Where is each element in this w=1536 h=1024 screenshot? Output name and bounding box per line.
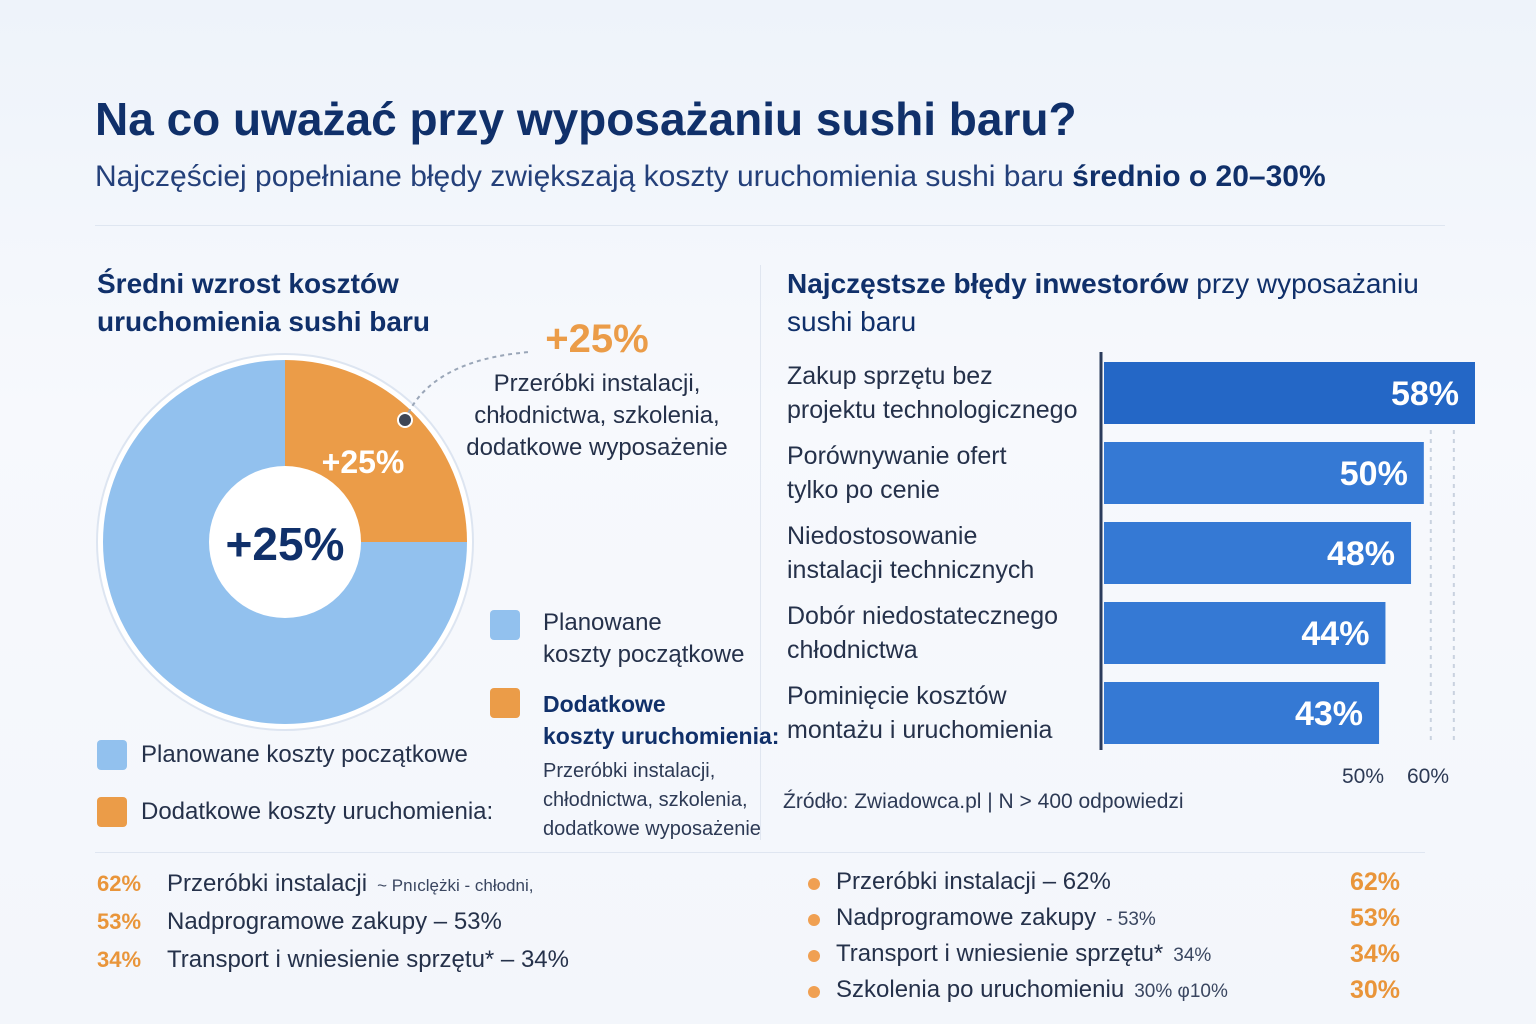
bullet-dot: [808, 950, 820, 962]
bar-5: [1104, 682, 1380, 744]
column-divider: [760, 265, 761, 840]
bar-value-label-5: 43%: [1295, 695, 1363, 733]
bar-2: [1104, 442, 1424, 504]
subtitle-text: Najczęściej popełniane błędy zwiększają …: [95, 160, 1073, 193]
callout-line-2: chłodnictwa, szkolenia,: [474, 402, 720, 429]
right-heading: Najczęstsze błędy inwestorów przy wyposa…: [787, 265, 1419, 341]
callout-line-1: Przeróbki instalacji,: [493, 370, 701, 397]
bar-category-5-line-2: montażu i uruchomienia: [787, 716, 1053, 744]
left-heading-line1: Średni wzrost kosztów: [97, 268, 399, 299]
bottom-right-extra: - 53%: [1106, 909, 1156, 930]
page-subtitle: Najczęściej popełniane błędy zwiększają …: [95, 160, 1326, 194]
bottom-right-pct: 30%: [1350, 976, 1401, 1004]
right-heading-rest: przy wyposażaniu: [1188, 268, 1419, 299]
legend-additional-line1: Dodatkowe: [543, 691, 666, 717]
bottom-left-row: 62% Przeróbki instalacji ~ Pnıclężki - chł…: [97, 868, 533, 900]
bottom-right-pct: 34%: [1350, 940, 1401, 968]
bottom-left-extra: ~ Pnıclężki - chłodni,: [377, 876, 534, 895]
left-heading-line2: uruchomienia sushi baru: [97, 306, 430, 337]
bottom-right-row: Transport i wniesienie sprzętu* 34%: [836, 938, 1211, 970]
legend-bottom-additional: Dodatkowe koszty uruchomienia:: [141, 798, 494, 825]
bottom-right-pct: 62%: [1350, 868, 1401, 896]
legend-additional-desc2: chłodnictwa, szkolenia,: [543, 789, 748, 811]
bottom-left-row: 53% Nadprogramowe zakupy – 53%: [97, 906, 512, 938]
header-divider: [95, 225, 1445, 226]
legend-bottom-planned: Planowane koszty początkowe: [141, 741, 468, 768]
bar-category-5-line-1: Pominięcie kosztów: [787, 682, 1007, 710]
bar-category-2-line-1: Porównywanie ofert: [787, 442, 1007, 470]
legend-additional-desc: Przeróbki instalacji, chłodnictwa, szkol…: [543, 757, 761, 844]
legend-swatch-additional: [490, 688, 520, 718]
bar-value-label-2: 50%: [1340, 455, 1408, 493]
legend-planned: Planowane koszty początkowe: [543, 607, 744, 671]
callout-leader: [404, 351, 531, 421]
bar-category-4-line-2: chłodnictwa: [787, 636, 918, 664]
legend-bottom-swatch-additional: [97, 797, 127, 827]
bullet-dot: [808, 986, 820, 998]
bar-category-3-line-2: instalacji technicznych: [787, 556, 1034, 584]
bottom-right-row: Przeróbki instalacji – 62%: [836, 866, 1121, 898]
bottom-right-extra: 34%: [1173, 945, 1212, 966]
bar-3: [1104, 522, 1412, 584]
callout-text: Przeróbki instalacji, chłodnictwa, szkol…: [456, 368, 738, 464]
bar-chart: 58% Zakup sprzętu bez projektu technologic…: [787, 352, 1475, 788]
bottom-divider: [95, 852, 1425, 853]
page-title: Na co uważać przy wyposażaniu sushi baru…: [95, 93, 1077, 145]
bar-4: [1104, 602, 1386, 664]
legend-additional: Dodatkowe koszty uruchomienia:: [543, 688, 779, 752]
bar-value-label-3: 48%: [1327, 535, 1395, 573]
bottom-right-text: Nadprogramowe zakupy: [836, 904, 1097, 931]
bar-category-3-line-1: Niedostosowanie: [787, 522, 977, 550]
bottom-right-text: Przeróbki instalacji – 62%: [836, 868, 1111, 895]
x-tick-label-1: 50%: [1342, 765, 1384, 788]
bar-category-4-line-1: Dobór niedostatecznego: [787, 602, 1058, 630]
bottom-left-text: Nadprogramowe zakupy – 53%: [167, 908, 502, 935]
legend-additional-line2: koszty uruchomienia:: [543, 723, 780, 749]
left-heading: Średni wzrost kosztów uruchomienia sushi…: [97, 265, 430, 341]
bar-1: [1104, 362, 1475, 424]
bar-category-1-line-1: Zakup sprzętu bez: [787, 362, 993, 390]
bottom-left-text: Transport i wniesienie sprzętu* – 34%: [167, 946, 569, 973]
x-tick-label-2: 60%: [1407, 765, 1449, 788]
legend-planned-line1: Planowane: [543, 609, 662, 636]
bottom-right-row: Szkolenia po uruchomieniu 30% φ10%: [836, 974, 1228, 1006]
donut-center-label: +25%: [226, 518, 345, 570]
bottom-right-text: Szkolenia po uruchomieniu: [836, 976, 1125, 1003]
legend-bottom-swatch-planned: [97, 740, 127, 770]
callout-dot: [397, 412, 413, 428]
callout-line-3: dodatkowe wyposażenie: [466, 434, 728, 461]
bar-value-label-4: 44%: [1301, 615, 1369, 653]
right-heading-bold: Najczęstsze błędy inwestorów: [787, 268, 1189, 299]
subtitle-highlight: średnio o 20–30%: [1072, 160, 1326, 193]
bottom-right-row: Nadprogramowe zakupy - 53%: [836, 902, 1156, 934]
bottom-right-extra: 30% φ10%: [1134, 981, 1228, 1002]
donut-chart: +25% +25% +25%: [96, 317, 649, 731]
bottom-left-pct: 34%: [97, 947, 142, 972]
legend-planned-line2: koszty początkowe: [543, 641, 745, 668]
legend-swatch-planned: [490, 610, 520, 640]
pie-slice-label: +25%: [322, 444, 405, 480]
bottom-left-text: Przeróbki instalacji: [167, 870, 368, 897]
bullet-dot: [808, 878, 820, 890]
bar-value-label-1: 58%: [1391, 375, 1459, 413]
bar-category-1-line-2: projektu technologicznego: [787, 396, 1077, 424]
bottom-left-pct: 53%: [97, 909, 142, 934]
legend-additional-desc1: Przeróbki instalacji,: [543, 760, 716, 782]
legend-additional-desc3: dodatkowe wyposażenie: [543, 818, 761, 840]
bottom-left-row: 34% Transport i wniesienie sprzętu* – 34%: [97, 944, 579, 976]
callout-value: +25%: [545, 317, 648, 361]
bottom-left-pct: 62%: [97, 871, 142, 896]
right-heading-line1: Najczęstsze błędy inwestorów przy wyposa…: [787, 265, 1419, 303]
bottom-right-text: Transport i wniesienie sprzętu*: [836, 940, 1164, 967]
bullet-dot: [808, 914, 820, 926]
source-note: Źródło: Zwiadowca.pl | N > 400 odpowiedz…: [783, 790, 1184, 813]
donut-hole: [209, 466, 361, 618]
right-heading-line2: sushi baru: [787, 306, 917, 337]
bar-category-2-line-2: tylko po cenie: [787, 476, 940, 504]
bottom-right-pct: 53%: [1350, 904, 1401, 932]
